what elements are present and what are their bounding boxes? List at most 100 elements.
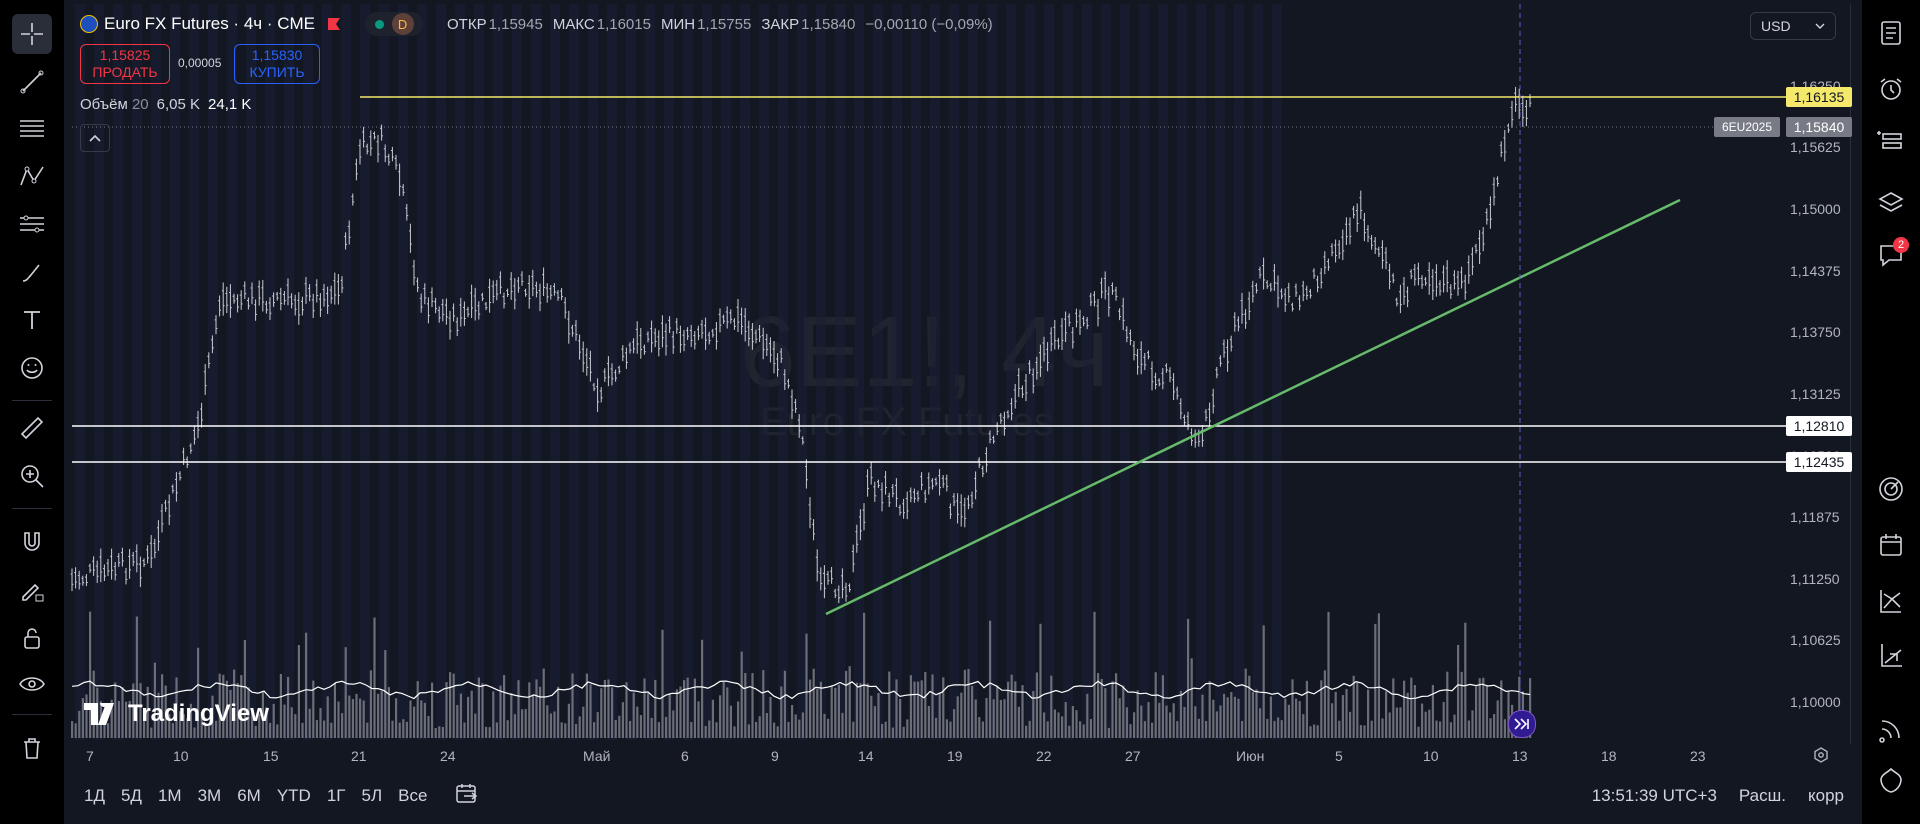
symbol-title[interactable]: Euro FX Futures · 4ч · CME	[104, 14, 316, 33]
volume-bar	[521, 709, 524, 738]
tradingview-logo[interactable]: TradingView	[84, 700, 269, 728]
go-to-realtime-icon[interactable]	[1508, 710, 1536, 738]
volume-bar	[1266, 718, 1269, 738]
volume-bar	[1464, 622, 1467, 738]
options-strategy-icon[interactable]	[1872, 582, 1910, 620]
horizontal-lines-icon[interactable]	[12, 108, 52, 148]
mid-line-price-label[interactable]: 1,12810	[1786, 416, 1852, 436]
volume-bar	[369, 670, 372, 738]
market-status-pill[interactable]: D	[365, 12, 424, 36]
time-tick: 9	[771, 748, 779, 764]
low-line-price-label[interactable]: 1,12435	[1786, 452, 1852, 472]
ruler-icon[interactable]	[12, 408, 52, 448]
volume-bar	[409, 700, 412, 738]
pine-editor-icon[interactable]	[1872, 636, 1910, 674]
emoji-icon[interactable]	[12, 348, 52, 388]
volume-bar	[492, 691, 495, 738]
volume-legend[interactable]: Объём 20 6,05 K 24,1 K	[80, 96, 251, 113]
volume-bar	[643, 678, 646, 738]
clock-timezone[interactable]: 13:51:39 UTC+3	[1591, 786, 1717, 805]
volume-length: 20	[131, 96, 149, 113]
lock-drawing-icon[interactable]	[12, 570, 52, 610]
range-1m[interactable]: 1М	[157, 786, 182, 805]
brush-icon[interactable]	[12, 252, 52, 292]
volume-bar	[621, 702, 624, 738]
volume-bar	[326, 696, 329, 738]
volume-bar	[1428, 709, 1431, 738]
volume-bar	[1014, 681, 1017, 738]
buy-price: 1,15830	[251, 47, 303, 63]
range-5d[interactable]: 5Д	[120, 786, 142, 805]
object-tree-icon[interactable]	[1872, 122, 1910, 160]
range-3m[interactable]: 3М	[197, 786, 222, 805]
go-to-date-icon[interactable]	[455, 783, 479, 810]
volume-bar	[182, 714, 185, 738]
axis-settings-icon[interactable]	[1812, 746, 1830, 764]
watchlist-icon[interactable]	[1872, 14, 1910, 52]
volume-bar	[1125, 707, 1128, 738]
fib-tools-icon[interactable]	[12, 204, 52, 244]
sell-label: ПРОДАТЬ	[92, 64, 158, 80]
collapse-legend-button[interactable]	[80, 124, 110, 152]
volume-bar	[675, 689, 678, 738]
volume-bar	[668, 693, 671, 738]
trend-line-icon[interactable]	[12, 62, 52, 102]
adjust-toggle[interactable]: корр	[1808, 786, 1844, 805]
volume-bar	[913, 681, 916, 738]
zoom-in-icon[interactable]	[12, 456, 52, 496]
volume-bar	[1082, 724, 1085, 738]
red-flag-icon[interactable]	[327, 17, 341, 31]
layers-icon[interactable]	[1872, 184, 1910, 222]
volume-bar	[1255, 689, 1258, 738]
volume-bar	[1424, 711, 1427, 738]
range-1y[interactable]: 1Г	[326, 786, 346, 805]
volume-bar	[481, 683, 484, 738]
target-icon[interactable]	[1872, 470, 1910, 508]
range-6m[interactable]: 6М	[237, 786, 261, 805]
session-toggle[interactable]: Расш.	[1738, 786, 1786, 805]
help-icon[interactable]	[1872, 762, 1910, 800]
chat-icon[interactable]: 2	[1872, 236, 1910, 274]
lock-icon[interactable]	[12, 618, 52, 658]
range-all[interactable]: Все	[398, 786, 428, 805]
signal-stream-icon[interactable]	[1872, 710, 1910, 748]
low-value: 1,15755	[697, 15, 752, 33]
volume-bar	[1388, 712, 1391, 738]
time-tick: 24	[440, 748, 456, 764]
volume-bar	[1269, 696, 1272, 738]
close-value: 1,15840	[801, 15, 856, 33]
volume-bar	[1313, 724, 1316, 738]
alarm-clock-icon[interactable]	[1872, 70, 1910, 108]
currency-select[interactable]: USD	[1750, 12, 1836, 40]
eye-icon[interactable]	[12, 664, 52, 704]
volume-bar	[719, 695, 722, 738]
market-open-dot	[374, 19, 384, 29]
session-stripe	[1253, 4, 1263, 740]
upper-line-price-label[interactable]: 1,16135	[1786, 87, 1852, 107]
sell-button[interactable]: 1,15825 ПРОДАТЬ	[80, 44, 170, 84]
volume-bar	[233, 669, 236, 738]
range-ytd[interactable]: YTD	[276, 786, 311, 805]
crosshair-icon[interactable]	[12, 14, 52, 54]
volume-bar	[935, 717, 938, 738]
buy-button[interactable]: 1,15830 КУПИТЬ	[234, 44, 320, 84]
price-axis[interactable]	[1850, 4, 1856, 744]
volume-bar	[330, 722, 333, 738]
trash-icon[interactable]	[12, 728, 52, 768]
volume-bar	[1003, 699, 1006, 738]
pattern-icon[interactable]	[12, 156, 52, 196]
range-1d[interactable]: 1Д	[84, 786, 105, 805]
range-5y[interactable]: 5Л	[361, 786, 383, 805]
volume-bar	[1403, 680, 1406, 738]
volume-bar	[1280, 720, 1283, 738]
volume-bar	[722, 681, 725, 738]
text-tool-icon[interactable]	[12, 300, 52, 340]
volume-bar	[578, 716, 581, 738]
volume-bar	[873, 706, 876, 738]
price-tick: 1,13750	[1790, 324, 1841, 340]
volume-bar	[506, 720, 509, 738]
volume-bar	[704, 725, 707, 738]
magnet-icon[interactable]	[12, 522, 52, 562]
calendar-icon[interactable]	[1872, 526, 1910, 564]
